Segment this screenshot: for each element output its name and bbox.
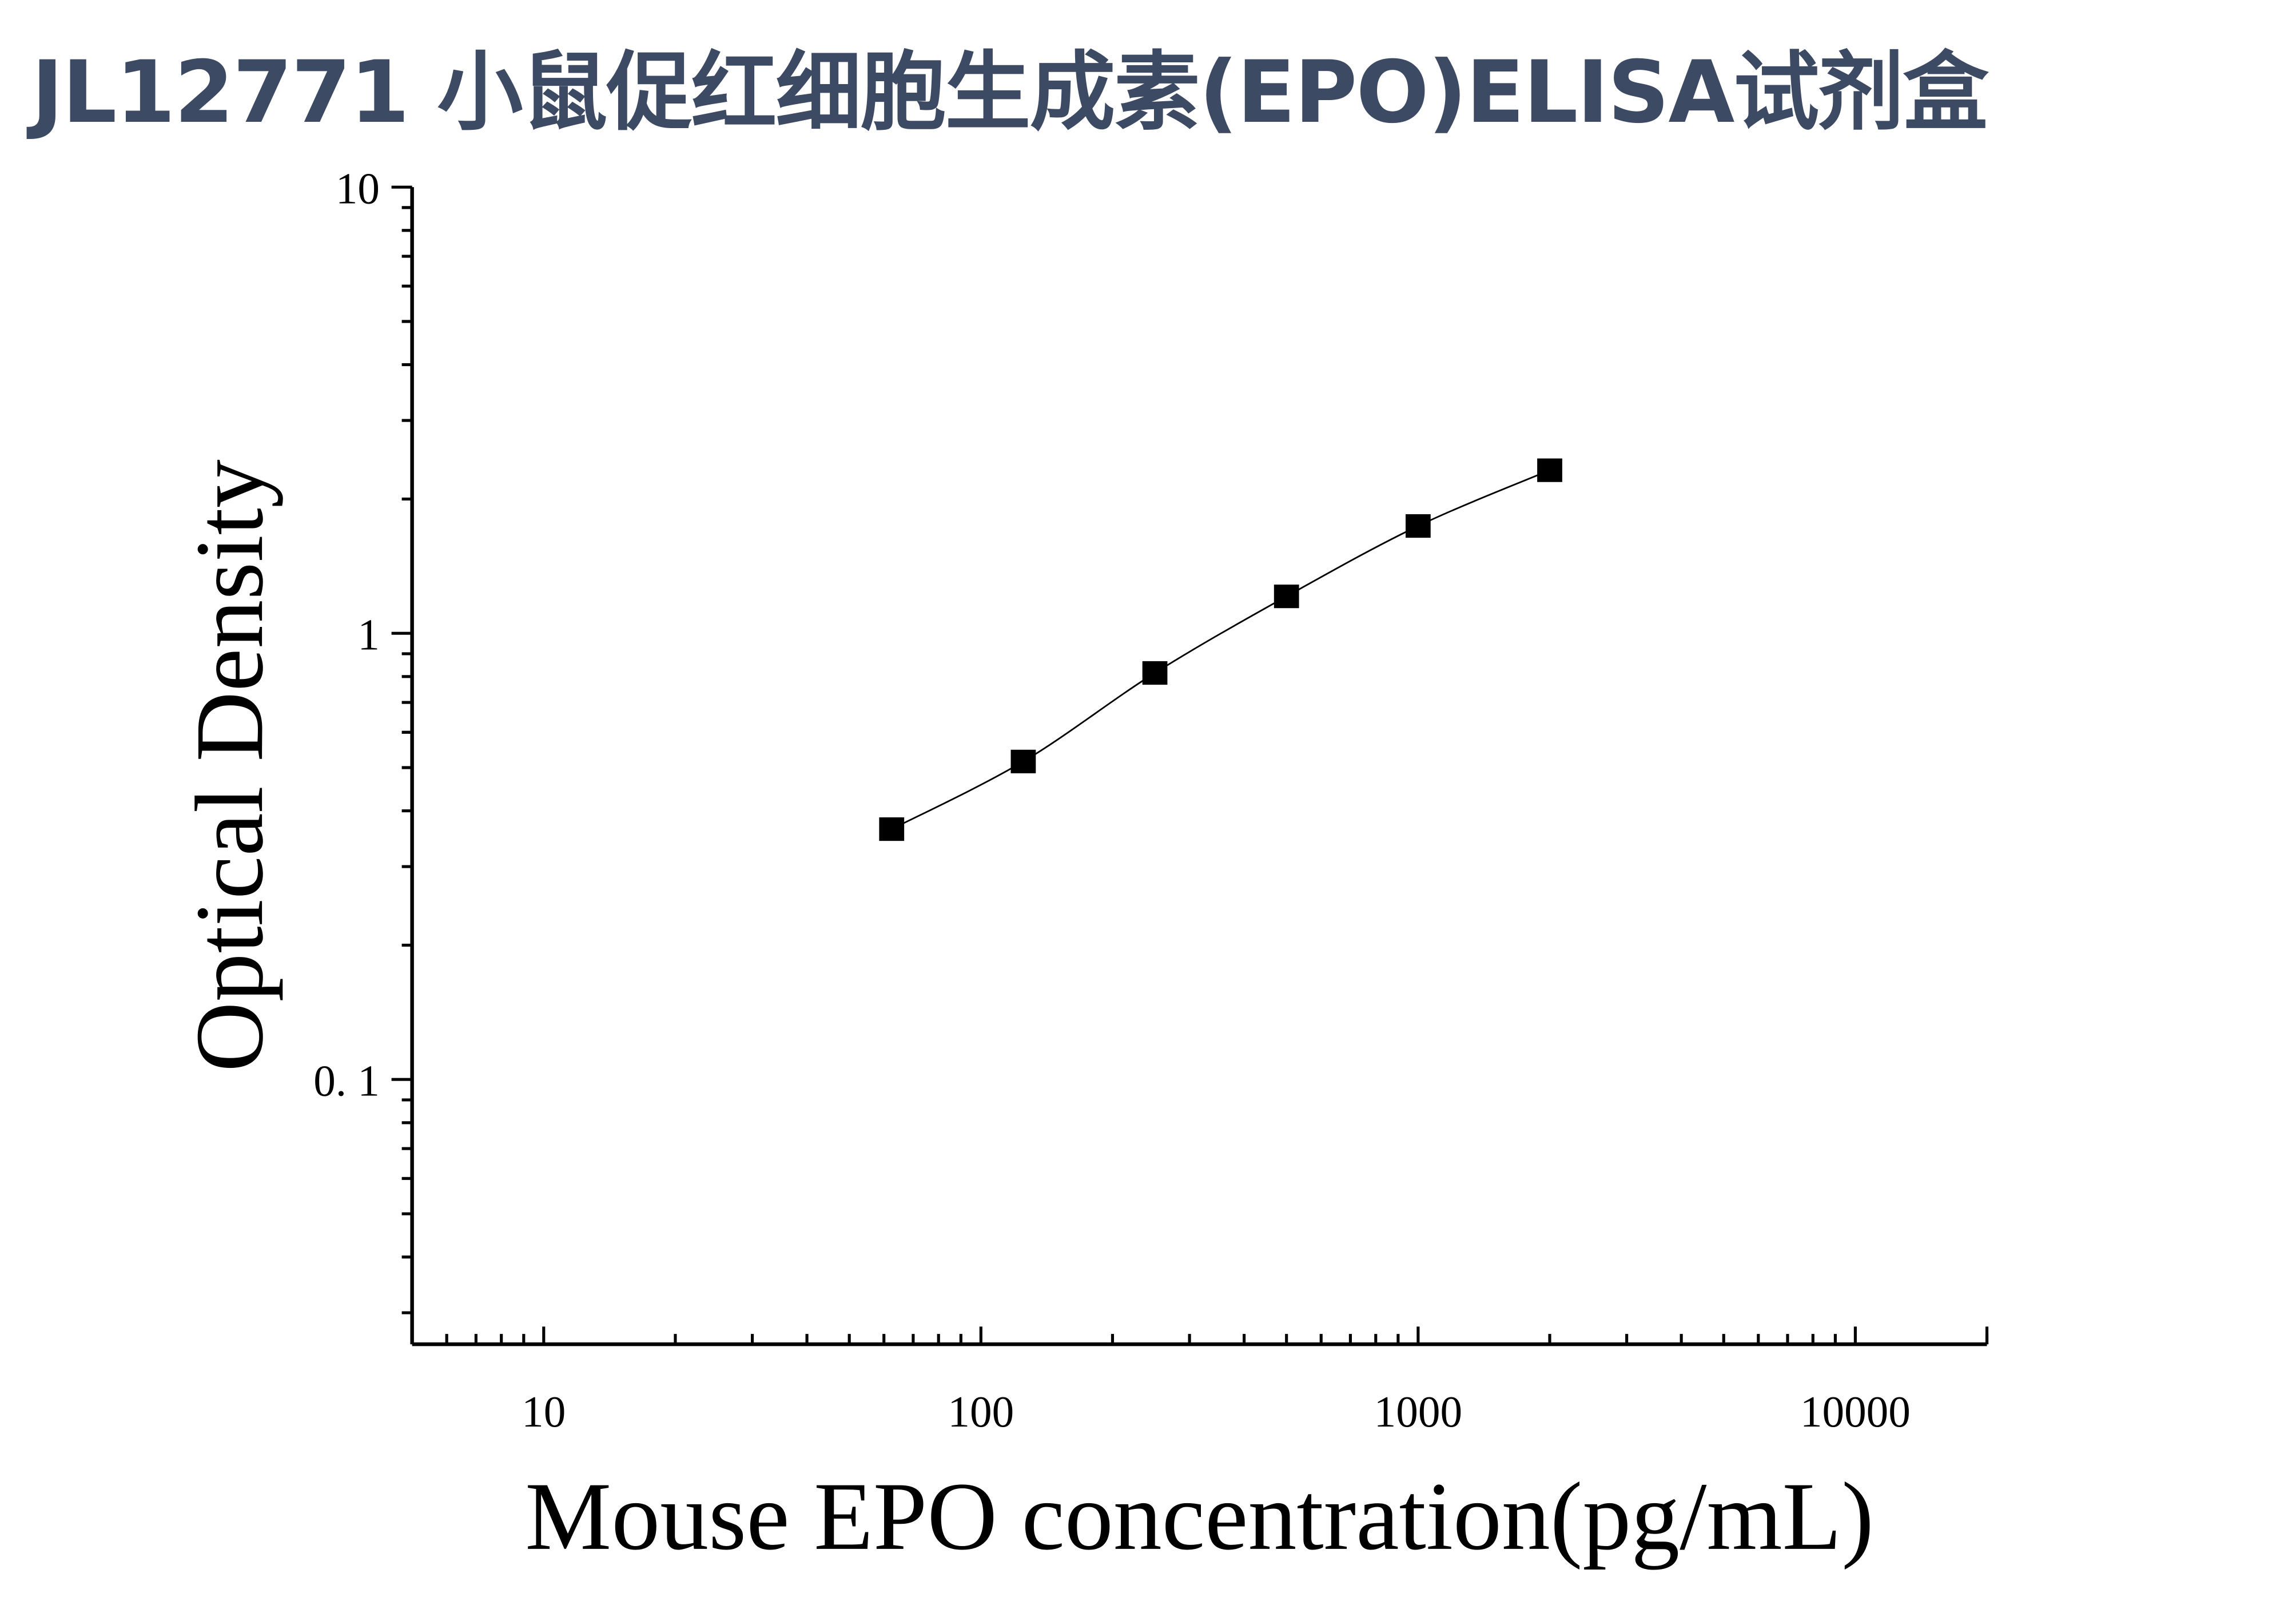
x-axis-title: Mouse EPO concentration(pg/mL) [525, 1463, 1874, 1570]
fit-curve [891, 469, 1550, 830]
data-point [879, 817, 905, 841]
x-tick-label: 100 [948, 1387, 1014, 1436]
y-axis-title: Optical Density [176, 459, 283, 1072]
x-tick-label: 10000 [1800, 1387, 1911, 1436]
ticks [391, 185, 1989, 1345]
x-tick-label: 1000 [1374, 1387, 1462, 1436]
data-point [1274, 585, 1299, 609]
x-tick-label: 10 [522, 1387, 566, 1436]
tick-labels: 10 100 1000 10000 0. 1 1 10 [313, 164, 1911, 1436]
y-tick-label: 1 [357, 610, 380, 660]
y-tick-label: 10 [336, 164, 380, 213]
axes [410, 187, 1987, 1346]
data-point [1537, 458, 1562, 482]
chart-title: JL12771 小鼠促红细胞生成素(EPO)ELISA试剂盒 [31, 43, 1988, 142]
data-point [1010, 749, 1036, 773]
data-point [1142, 661, 1168, 685]
data-points [879, 458, 1562, 841]
data-point [1405, 514, 1431, 538]
y-tick-label: 0. 1 [313, 1056, 380, 1106]
